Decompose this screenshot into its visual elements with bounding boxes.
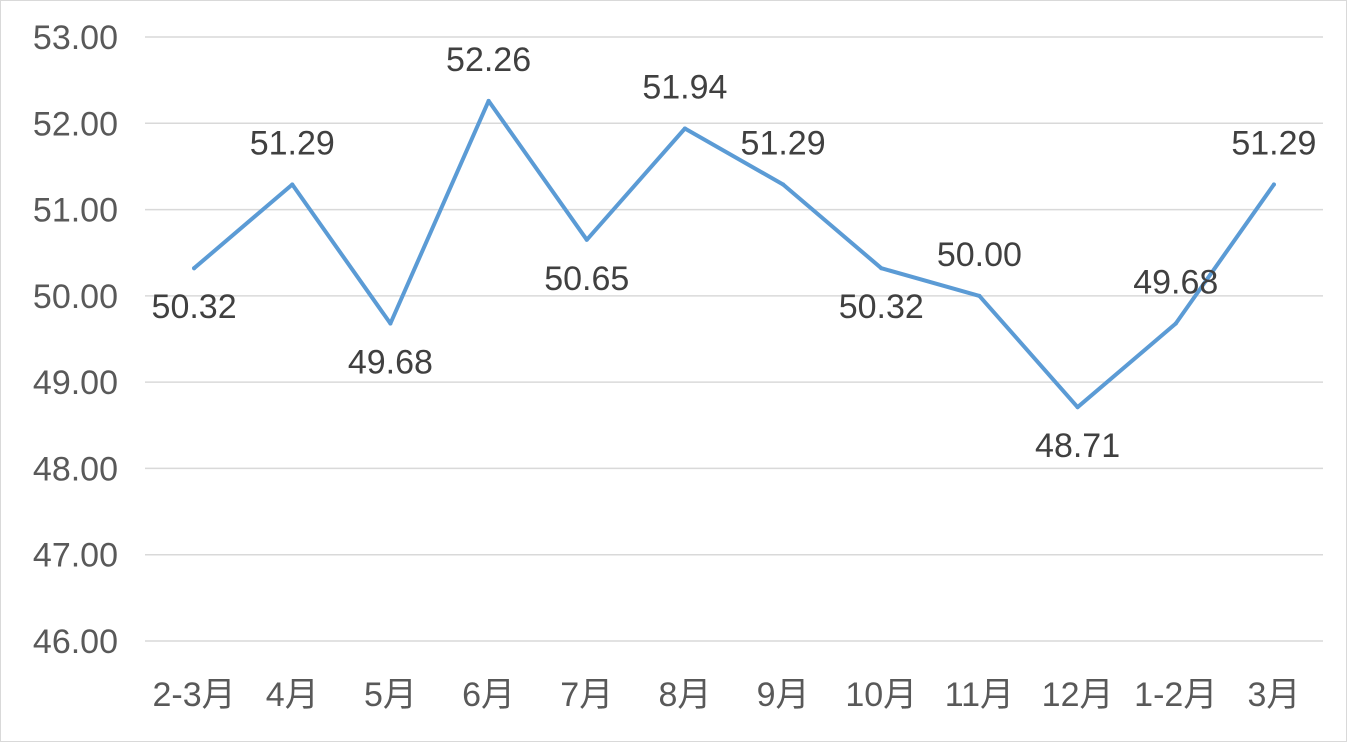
x-tick-label: 9月	[757, 676, 810, 714]
data-point	[1173, 321, 1178, 326]
data-point	[584, 237, 589, 242]
y-tick-label: 53.00	[33, 19, 118, 57]
data-label: 50.32	[839, 288, 924, 326]
x-tick-label: 4月	[266, 676, 319, 714]
data-label: 51.29	[741, 125, 826, 163]
data-label: 52.26	[446, 41, 531, 79]
y-tick-label: 51.00	[33, 192, 118, 230]
x-tick-label: 11月	[945, 676, 1014, 714]
y-tick-label: 50.00	[33, 278, 118, 316]
data-point	[1075, 405, 1080, 410]
data-label: 50.32	[152, 288, 237, 326]
x-tick-label: 2-3月	[153, 676, 236, 714]
data-point	[388, 321, 393, 326]
data-label: 49.68	[1133, 263, 1218, 301]
series-line	[192, 98, 1276, 410]
data-labels: 50.32 51.29 49.68 52.26 50.65 51.94 51.29 50.32…	[152, 41, 1317, 465]
y-tick-label: 48.00	[33, 450, 118, 488]
data-point	[682, 126, 687, 131]
y-tick-label: 52.00	[33, 105, 118, 143]
data-label: 50.00	[937, 236, 1022, 274]
x-tick-label: 5月	[364, 676, 417, 714]
y-tick-label: 46.00	[33, 623, 118, 661]
gridlines	[145, 36, 1323, 642]
data-point	[879, 266, 884, 271]
data-label: 49.68	[348, 343, 433, 381]
x-tick-label: 7月	[560, 676, 613, 714]
data-point	[290, 182, 295, 187]
data-label: 51.29	[250, 125, 335, 163]
x-tick-label: 8月	[658, 676, 711, 714]
x-axis-ticks: 2-3月 4月 5月 6月 7月 8月 9月 10月 11月 12月 1-2月 3月	[153, 676, 1301, 714]
y-tick-label: 49.00	[33, 364, 118, 402]
x-tick-label: 10月	[845, 676, 917, 714]
data-point	[977, 293, 982, 298]
y-axis-ticks: 46.00 47.00 48.00 49.00 50.00 51.00 52.00 53.00	[33, 19, 118, 661]
x-tick-label: 1-2月	[1134, 676, 1217, 714]
data-point	[1271, 182, 1276, 187]
data-point	[192, 266, 197, 271]
x-tick-label: 3月	[1247, 676, 1300, 714]
x-tick-label: 6月	[462, 676, 515, 714]
x-tick-label: 12月	[1042, 676, 1114, 714]
data-label: 50.65	[544, 260, 629, 298]
y-tick-label: 47.00	[33, 537, 118, 575]
series-layer	[192, 98, 1276, 410]
data-label: 51.29	[1231, 125, 1316, 163]
data-point	[781, 182, 786, 187]
data-label: 51.94	[642, 68, 727, 106]
data-point	[486, 98, 491, 103]
data-label: 48.71	[1035, 427, 1120, 465]
